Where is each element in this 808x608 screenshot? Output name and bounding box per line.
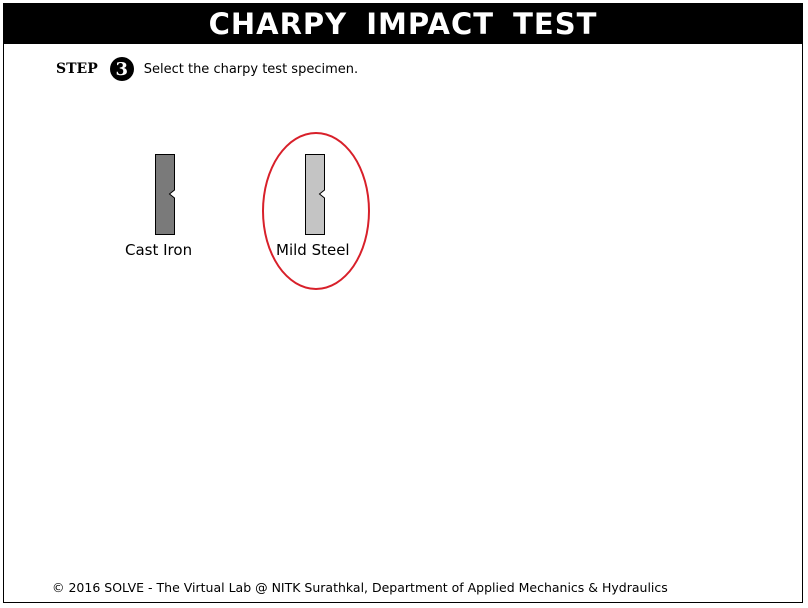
page-title: CHARPY IMPACT TEST [4,4,802,44]
app-frame: CHARPY IMPACT TEST [3,3,803,603]
step-label: STEP [56,61,98,77]
specimen-cast-iron[interactable] [155,154,175,235]
notched-bar-icon [155,154,175,235]
footer-copyright: © 2016 SOLVE - The Virtual Lab @ NITK Su… [52,580,668,595]
selection-highlight-ellipse [262,132,370,290]
specimen-label-cast-iron: Cast Iron [125,241,193,259]
step-instruction-text: Select the charpy test specimen. [143,61,359,77]
step-instruction: STEP 3 Select the charpy test specimen. [56,55,358,83]
step-number-badge: 3 [109,57,134,81]
